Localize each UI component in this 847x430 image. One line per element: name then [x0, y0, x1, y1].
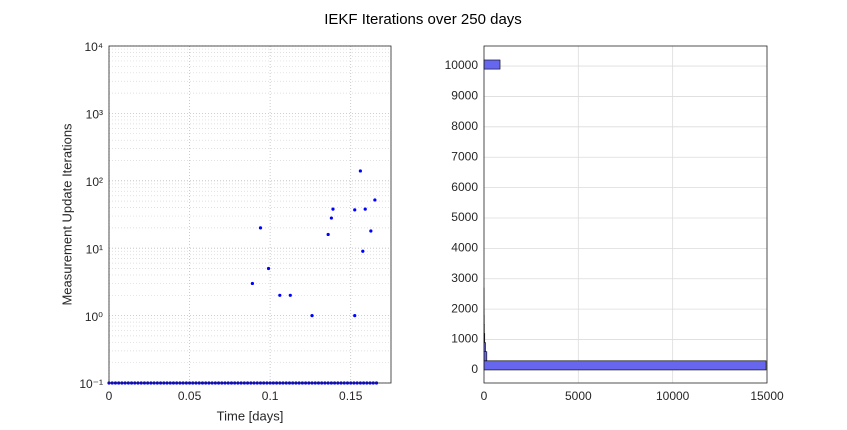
axes-frame [483, 45, 768, 384]
x-tick-label: 0.05 [178, 389, 202, 403]
y-tick-label: 5000 [451, 210, 478, 224]
x-tick-label: 5000 [565, 389, 592, 403]
point [369, 229, 373, 233]
y-tick-label: 1000 [451, 332, 478, 346]
x-tick-label: 0 [106, 389, 113, 403]
x-tick-label: 15000 [750, 389, 784, 403]
point [331, 207, 335, 211]
x-tick-label: 0.1 [262, 389, 279, 403]
y-tick-label: 0 [471, 362, 478, 376]
figure-title: IEKF Iterations over 250 days [324, 11, 522, 28]
point [361, 249, 365, 253]
point [363, 207, 367, 211]
y-tick-label: 10⁻¹ [79, 377, 103, 391]
x-tick-label: 0 [481, 389, 488, 403]
bar [483, 351, 488, 362]
y-tick-label: 8000 [451, 119, 478, 133]
point [288, 293, 292, 297]
point [329, 216, 333, 220]
y-tick-label: 10³ [86, 108, 103, 122]
bar [483, 360, 767, 371]
y-tick-label: 9000 [451, 89, 478, 103]
y-axis-label: Measurement Update Iterations [59, 123, 74, 306]
y-tick-label: 10⁴ [84, 40, 103, 54]
axes-frame [108, 45, 392, 384]
point [258, 226, 263, 230]
point [310, 314, 314, 318]
point [353, 208, 357, 212]
y-tick-label: 6000 [451, 180, 478, 194]
y-tick-label: 10² [86, 175, 103, 189]
x-tick-label: 10000 [656, 389, 690, 403]
y-tick-label: 2000 [451, 301, 478, 315]
bar [483, 59, 501, 70]
y-tick-label: 10¹ [86, 242, 103, 256]
point [266, 266, 271, 271]
y-tick-label: 10000 [445, 58, 479, 72]
y-tick-label: 7000 [451, 149, 478, 163]
y-tick-label: 4000 [451, 241, 478, 255]
y-tick-label: 3000 [451, 271, 478, 285]
point [326, 232, 330, 237]
point [358, 169, 362, 173]
x-axis-label: Time [days] [217, 408, 284, 423]
x-tick-label: 0.15 [339, 389, 363, 403]
y-tick-label: 10⁰ [85, 310, 103, 324]
point [250, 281, 255, 286]
point [278, 293, 282, 297]
point [353, 314, 357, 318]
point [373, 198, 377, 202]
